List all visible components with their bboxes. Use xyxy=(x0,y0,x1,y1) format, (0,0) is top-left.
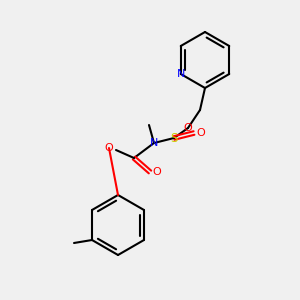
Text: O: O xyxy=(153,167,161,177)
Text: O: O xyxy=(184,123,192,133)
Text: N: N xyxy=(150,138,158,148)
Text: N: N xyxy=(177,69,185,79)
Text: S: S xyxy=(170,131,178,145)
Text: O: O xyxy=(196,128,206,138)
Text: O: O xyxy=(105,143,113,153)
